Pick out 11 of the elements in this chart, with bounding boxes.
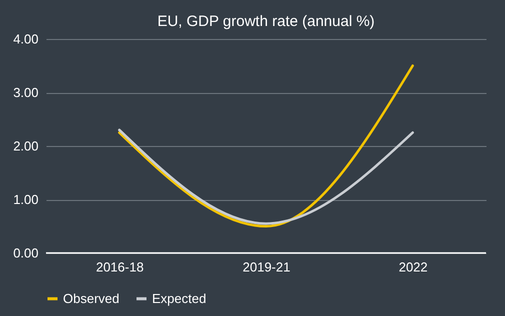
y-tick-label: 3.00 [13, 85, 38, 100]
legend-label: Observed [63, 290, 120, 306]
legend-label: Expected [152, 290, 206, 306]
x-tick-label: 2016-18 [96, 260, 144, 274]
x-tick-label: 2022 [398, 260, 428, 274]
chart-title: EU, GDP growth rate (annual %) [157, 13, 375, 30]
y-tick-label: 0.00 [13, 246, 38, 260]
y-tick-label: 4.00 [13, 32, 38, 46]
y-tick-label: 1.00 [13, 192, 38, 207]
x-tick-label: 2019-21 [242, 260, 290, 274]
y-tick-label: 2.00 [13, 138, 38, 154]
